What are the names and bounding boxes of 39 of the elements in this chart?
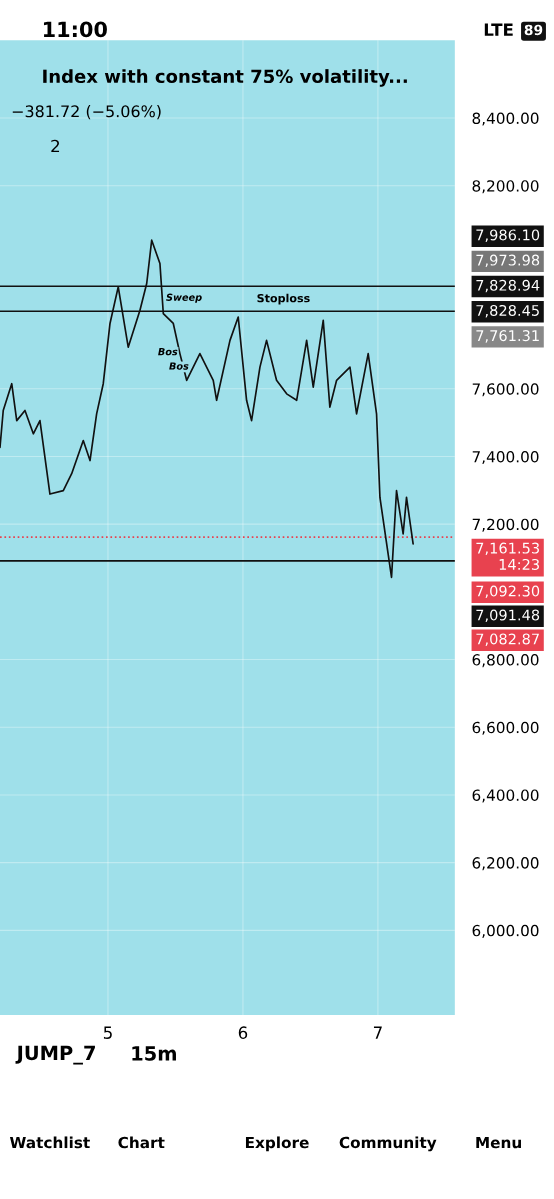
x-tick-label: 5 — [103, 1026, 112, 1039]
text: Explore — [245, 1136, 309, 1152]
y-tick-label: 7,200.00 — [472, 518, 539, 532]
annotation: Bos — [169, 362, 189, 370]
text: Menu — [476, 1136, 521, 1149]
text: Chart — [118, 1136, 165, 1149]
y-tick-label: 8,200.00 — [472, 180, 539, 194]
ref-line-label: Stoploss — [257, 293, 310, 305]
text: 7,761.31 — [476, 330, 539, 343]
y-tick-label: 6,600.00 — [472, 721, 539, 735]
text: 7,092.30 — [476, 585, 540, 599]
text: 15m — [132, 1046, 176, 1061]
text: 7,986.10 — [476, 229, 540, 242]
text: Watchlist — [9, 1136, 90, 1149]
annotation: 2 — [51, 139, 60, 153]
text: 7,082.87 — [476, 633, 539, 646]
annotation: Bos — [158, 348, 178, 356]
text: 7,828.94 — [476, 279, 540, 293]
text: 11:00 — [43, 21, 107, 38]
y-tick-label: 7,600.00 — [472, 383, 539, 397]
text: 89 — [524, 24, 543, 36]
y-tick-label: 8,400.00 — [472, 112, 539, 126]
text: −381.72 (−5.06%) — [12, 104, 161, 120]
annotation: Sweep — [166, 293, 202, 303]
y-tick-label: 7,400.00 — [472, 450, 539, 465]
text: LTE — [484, 23, 513, 36]
x-tick-label: 7 — [373, 1026, 382, 1039]
text: Index with constant 75% volatility... — [43, 69, 407, 87]
text: 7,973.98 — [476, 254, 540, 268]
y-tick-label: 6,400.00 — [472, 789, 539, 803]
x-tick-label: 6 — [238, 1026, 248, 1039]
text: 7,161.53 14:23 — [476, 542, 539, 570]
text: JUMP_7 — [15, 1045, 95, 1065]
text: 7,091.48 — [476, 609, 540, 623]
text: 7,828.45 — [476, 304, 539, 318]
y-tick-label: 6,800.00 — [472, 654, 539, 668]
y-tick-label: 6,200.00 — [472, 857, 539, 871]
text: Community — [339, 1136, 437, 1152]
y-tick-label: 6,000.00 — [472, 924, 539, 938]
